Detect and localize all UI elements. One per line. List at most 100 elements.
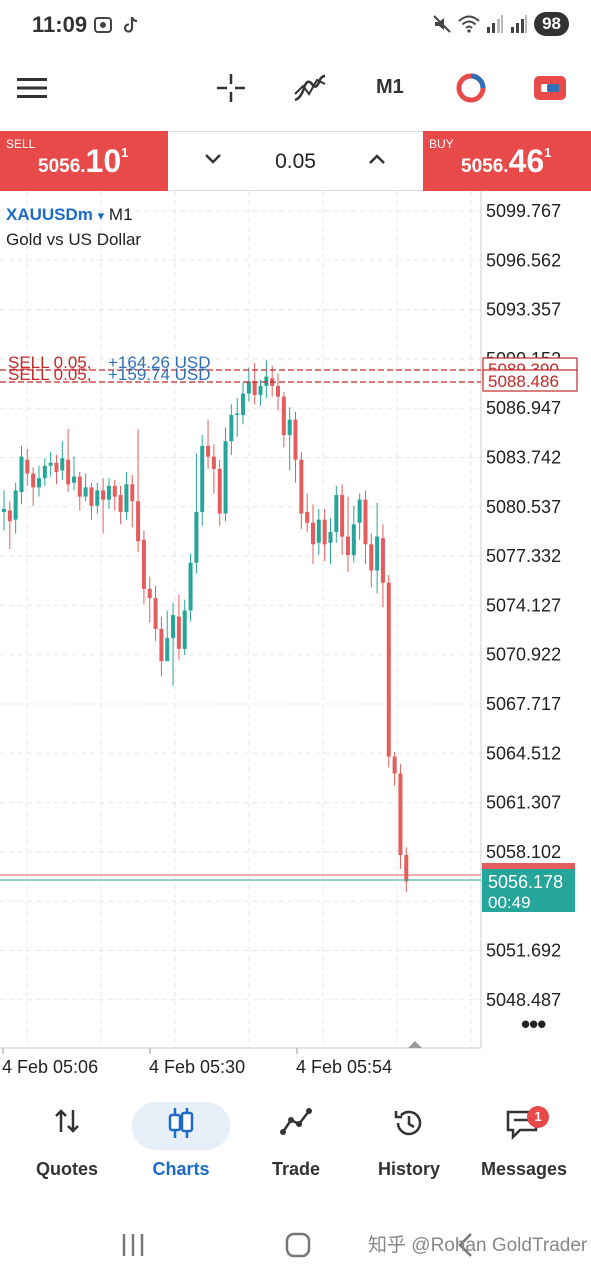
more-options-icon[interactable]: ••• <box>521 1009 546 1039</box>
nav-quotes-label: Quotes <box>35 1159 98 1179</box>
chart-canvas[interactable]: 5099.7675096.5625093.3575090.1525086.947… <box>0 191 591 1078</box>
bull-candle <box>235 413 240 416</box>
symbol-header[interactable]: XAUUSDm ▾ M1 <box>6 205 133 225</box>
price-chart[interactable]: 5099.7675096.5625093.3575090.1525086.947… <box>0 191 591 1078</box>
objects-icon[interactable] <box>455 72 487 104</box>
volume-increase-button[interactable] <box>366 148 388 170</box>
bear-candle <box>130 484 135 502</box>
price-axis-label: 5070.922 <box>486 645 561 665</box>
bear-candle <box>118 495 123 512</box>
bull-candle <box>328 531 333 543</box>
symbol-dropdown-icon[interactable]: ▾ <box>97 208 105 223</box>
status-time: 11:09 <box>32 12 88 37</box>
nav-messages[interactable]: Messages <box>465 1096 583 1196</box>
bull-candle <box>287 419 292 436</box>
bull-candle <box>124 484 129 512</box>
recent-apps-icon[interactable] <box>120 1232 146 1258</box>
nav-trade-label: Trade <box>271 1159 321 1179</box>
bull-candle <box>106 485 111 500</box>
bull-candle <box>13 490 18 520</box>
scroll-marker <box>408 1041 422 1048</box>
candles-group <box>2 359 409 892</box>
sell-label: SELL <box>6 137 36 151</box>
sell-price: 5056.101 <box>38 143 129 179</box>
menu-icon[interactable] <box>17 76 47 100</box>
nav-charts[interactable]: Charts <box>122 1096 240 1196</box>
nav-history[interactable]: History <box>350 1096 468 1196</box>
bear-candle <box>299 459 304 514</box>
position-pnl: +159.74 USD <box>108 365 211 384</box>
bear-candle <box>77 476 82 497</box>
bull-candle <box>334 495 339 532</box>
bear-candle <box>89 487 94 506</box>
bull-candle <box>36 478 41 488</box>
volume-control: 0.05 <box>168 131 423 191</box>
bear-candle <box>141 539 146 589</box>
bull-candle <box>241 393 246 416</box>
price-axis-label: 5080.537 <box>486 497 561 517</box>
price-axis-label: 5093.357 <box>486 300 561 320</box>
bear-candle <box>340 495 345 537</box>
bear-candle <box>54 462 59 472</box>
bull-candle <box>171 615 176 639</box>
bear-candle <box>136 501 141 542</box>
bull-candle <box>71 476 76 483</box>
bull-candle <box>264 376 269 386</box>
bid-price-tag <box>482 869 575 912</box>
sell-button[interactable]: SELL 5056.101 <box>0 131 168 191</box>
buy-price: 5056.461 <box>461 143 552 179</box>
bull-candle <box>48 462 53 466</box>
crosshair-icon[interactable] <box>215 72 247 104</box>
volume-value[interactable]: 0.05 <box>275 150 316 173</box>
bear-candle <box>211 456 216 469</box>
nav-history-label: History <box>377 1159 440 1179</box>
bull-candle <box>316 519 321 543</box>
timeframe-button[interactable]: M1 <box>376 76 404 98</box>
bar-countdown: 00:49 <box>488 893 531 912</box>
bull-candle <box>165 638 170 662</box>
status-bar: 11:09 98 <box>0 0 591 50</box>
bear-candle <box>147 588 152 599</box>
bear-candle <box>176 616 181 649</box>
bear-candle <box>392 756 397 774</box>
bear-candle <box>363 499 368 545</box>
volume-decrease-button[interactable] <box>202 148 224 170</box>
bull-candle <box>200 445 205 512</box>
signal-icon-2 <box>511 15 528 33</box>
bear-candle <box>386 582 391 757</box>
trade-icon <box>280 1108 312 1135</box>
time-axis-label: 4 Feb 05:54 <box>296 1057 392 1077</box>
wifi-icon <box>458 15 480 33</box>
time-axis-label: 4 Feb 05:30 <box>149 1057 245 1077</box>
back-icon[interactable] <box>455 1232 477 1258</box>
bull-candle <box>351 524 356 556</box>
price-axis-label: 5058.102 <box>486 842 561 862</box>
bear-candle <box>293 419 298 460</box>
trade-toggle-icon[interactable] <box>533 74 567 102</box>
position-label: SELL 0.05, <box>8 353 92 372</box>
buy-button[interactable]: BUY 5056.461 <box>423 131 591 191</box>
bull-candle <box>2 508 6 512</box>
bear-candle <box>153 598 158 629</box>
ask-price-tag <box>482 863 575 871</box>
bull-candle <box>83 487 88 497</box>
nav-trade[interactable]: Trade <box>237 1096 355 1196</box>
symbol-name[interactable]: XAUUSDm <box>6 205 93 224</box>
quotes-icon <box>55 1109 79 1133</box>
bull-candle <box>223 441 228 514</box>
bear-candle <box>25 459 30 474</box>
bear-candle <box>404 855 409 882</box>
nav-quotes[interactable]: Quotes <box>8 1096 126 1196</box>
bull-candle <box>357 499 362 523</box>
indicators-icon[interactable] <box>293 72 327 104</box>
home-icon[interactable] <box>285 1232 311 1258</box>
bull-candle <box>229 415 234 442</box>
position-pnl: +164.26 USD <box>108 353 211 372</box>
buy-label: BUY <box>429 137 454 151</box>
price-axis-label: 5051.692 <box>486 941 561 961</box>
price-axis-label: 5077.332 <box>486 546 561 566</box>
bull-candle <box>60 458 65 471</box>
position-price-box <box>482 369 578 392</box>
screenshot-icon <box>94 17 112 33</box>
one-click-trade-panel: SELL 5056.101 0.05 BUY 5056.461 <box>0 131 591 191</box>
